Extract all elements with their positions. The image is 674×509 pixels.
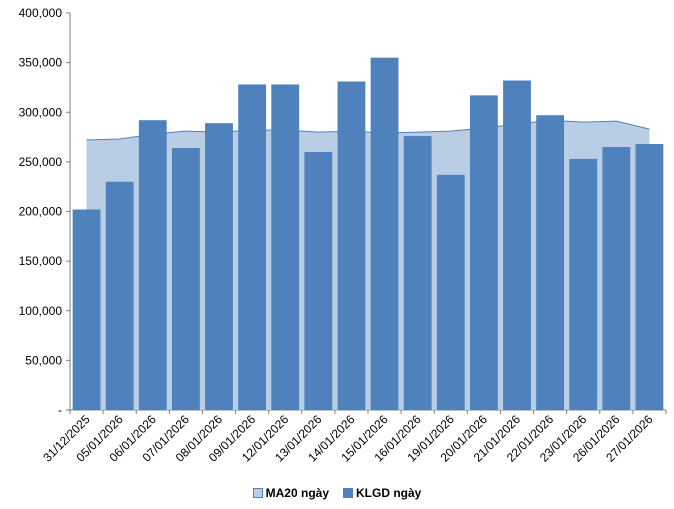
legend-label-klgd: KLGD ngày bbox=[356, 486, 422, 500]
klgd-bar bbox=[469, 95, 498, 410]
y-tick-label: 50,000 bbox=[25, 353, 62, 367]
klgd-bar bbox=[337, 81, 366, 411]
y-tick-label: 300,000 bbox=[19, 105, 63, 119]
klgd-bar bbox=[370, 57, 399, 410]
klgd-bar bbox=[72, 209, 101, 410]
klgd-bar bbox=[503, 80, 531, 411]
klgd-bar bbox=[536, 115, 565, 410]
klgd-bar bbox=[205, 123, 233, 410]
klgd-bar bbox=[271, 84, 300, 411]
ma20-area bbox=[86, 120, 650, 410]
legend-label-ma20: MA20 ngày bbox=[265, 486, 329, 500]
y-tick-label: 150,000 bbox=[19, 254, 63, 268]
klgd-bar bbox=[171, 147, 200, 411]
klgd-bar bbox=[602, 146, 631, 411]
klgd-bar bbox=[569, 158, 598, 410]
y-tick-label: 250,000 bbox=[19, 155, 63, 169]
klgd-bar bbox=[304, 151, 333, 410]
y-tick-label: 200,000 bbox=[19, 205, 63, 219]
klgd-bar bbox=[436, 174, 465, 410]
legend-swatch-klgd bbox=[343, 488, 353, 498]
legend: MA20 ngày KLGD ngày bbox=[0, 486, 674, 500]
klgd-bar bbox=[105, 181, 134, 410]
legend-item-klgd: KLGD ngày bbox=[343, 486, 421, 500]
klgd-bar-layer bbox=[72, 57, 664, 411]
legend-item-ma20: MA20 ngày bbox=[252, 486, 329, 500]
klgd-bar bbox=[635, 144, 664, 410]
klgd-bar bbox=[138, 120, 167, 410]
y-tick-label: 350,000 bbox=[19, 56, 63, 70]
klgd-bar bbox=[238, 84, 267, 411]
legend-swatch-ma20 bbox=[252, 488, 263, 498]
y-tick-label: 100,000 bbox=[19, 304, 63, 318]
y-tick-label: - bbox=[58, 403, 62, 417]
ma20-area-layer bbox=[86, 119, 650, 410]
klgd-bar bbox=[403, 136, 432, 410]
y-tick-label: 400,000 bbox=[19, 6, 63, 20]
